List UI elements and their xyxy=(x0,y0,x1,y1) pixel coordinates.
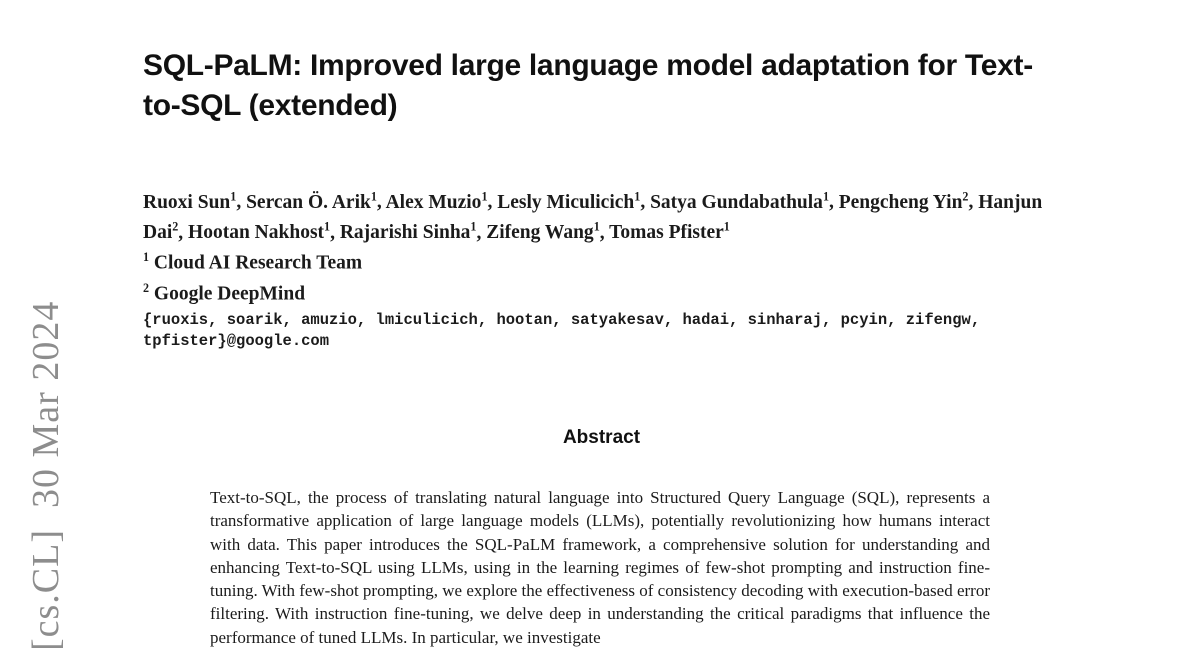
author: Ruoxi Sun1 xyxy=(143,189,237,213)
affiliation-item: 2 Google DeepMind xyxy=(143,280,306,305)
author: Hootan Nakhost1 xyxy=(188,219,331,244)
affiliation-item: 1 Cloud AI Research Team xyxy=(143,250,363,274)
abstract-text: Text-to-SQL, the process of translating … xyxy=(210,488,990,647)
author: Hanjun Dai2 xyxy=(143,191,1043,244)
author: Satya Gundabathula1 xyxy=(650,189,829,213)
author: Alex Muzio1 xyxy=(385,189,488,213)
paper-content: SQL-PaLM: Improved large language model … xyxy=(143,0,1060,648)
arxiv-stamp: [cs.CL] 30 Mar 2024 xyxy=(25,300,67,648)
author: Pengcheng Yin2 xyxy=(838,189,969,213)
author: Zifeng Wang1 xyxy=(486,219,600,244)
author: Rajarishi Sinha1 xyxy=(339,219,477,244)
author: Lesly Miculicich1 xyxy=(497,189,641,213)
email-line: {ruoxis, soarik, amuzio, lmiculicich, ho… xyxy=(143,311,981,350)
abstract-heading: Abstract xyxy=(562,427,641,448)
paper-title: SQL-PaLM: Improved large language model … xyxy=(143,49,1033,122)
affiliation-list: 1 Cloud AI Research Team 2 Google DeepMin… xyxy=(143,245,1060,306)
author: Tomas Pfister1 xyxy=(609,219,730,244)
author-list: Ruoxi Sun1, Sercan Ö. Arik1, Alex Muzio1… xyxy=(143,189,1043,244)
author: Sercan Ö. Arik1 xyxy=(246,189,377,213)
